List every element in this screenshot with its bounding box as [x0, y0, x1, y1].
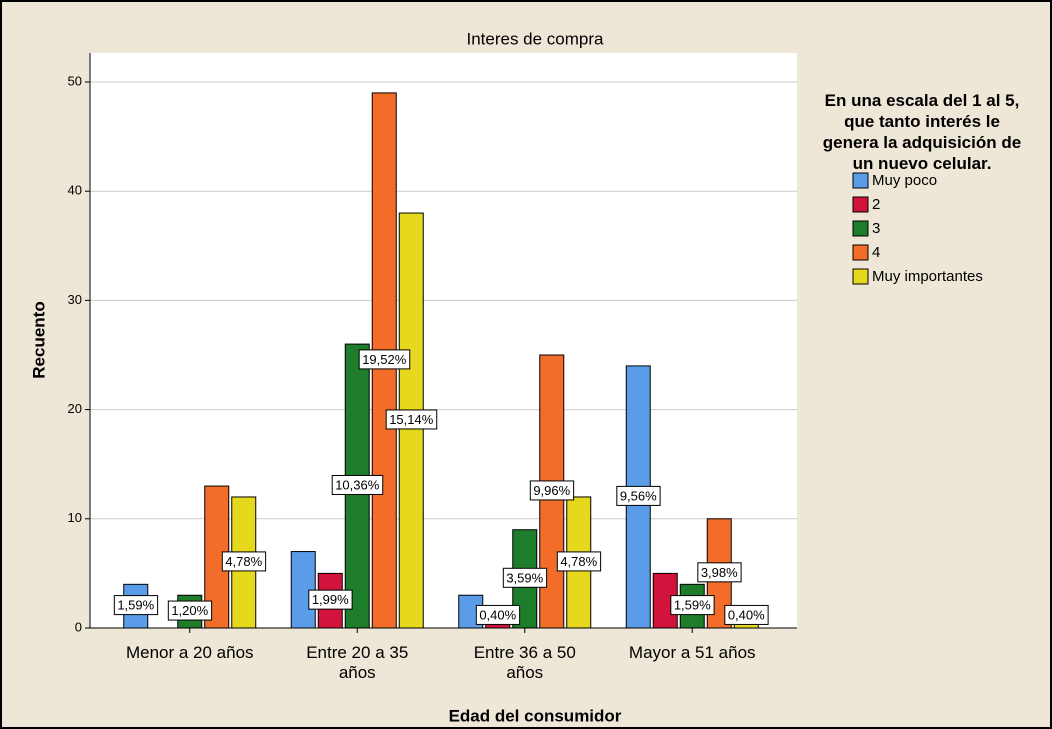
- data-label: 0,40%: [479, 607, 516, 622]
- legend-title: En una escala del 1 al 5, que tanto inter…: [823, 91, 1021, 173]
- data-label: 0,40%: [728, 607, 765, 622]
- y-tick-label: 40: [68, 183, 82, 198]
- data-label-box: [331, 474, 384, 495]
- x-axis-label: Edad del consumidor: [449, 706, 622, 725]
- legend-swatch: [852, 220, 869, 237]
- x-tick-label: Menor a 20 años: [126, 643, 254, 662]
- y-tick-label: 30: [68, 292, 82, 307]
- data-label: 3,98%: [701, 565, 738, 580]
- x-tick-label: Mayor a 51 años: [629, 643, 756, 662]
- data-label-box: [616, 485, 661, 506]
- legend-swatch: [852, 244, 869, 261]
- y-tick-label: 10: [68, 510, 82, 525]
- data-label: 19,52%: [362, 352, 407, 367]
- data-label-box: [385, 409, 438, 430]
- data-label-box: [358, 349, 411, 370]
- legend-label: Muy importantes: [872, 268, 983, 285]
- y-tick-label: 20: [68, 401, 82, 416]
- legend-label: Muy poco: [872, 172, 937, 189]
- data-label: 15,14%: [389, 412, 434, 427]
- data-label-box: [167, 600, 213, 621]
- data-label: 1,59%: [674, 598, 711, 613]
- y-axis-label: Recuento: [29, 301, 48, 378]
- legend-label: 2: [872, 196, 880, 213]
- data-label: 10,36%: [335, 477, 380, 492]
- data-label: 4,78%: [560, 554, 597, 569]
- data-label: 9,96%: [533, 483, 570, 498]
- data-label-box: [221, 551, 267, 572]
- data-label: 3,59%: [506, 570, 543, 585]
- data-label-box: [475, 604, 521, 625]
- data-label-box: [502, 567, 548, 588]
- data-label-box: [529, 480, 575, 501]
- data-label-box: [113, 595, 159, 616]
- plot-area: [90, 53, 797, 628]
- legend-swatch: [852, 196, 869, 213]
- data-label: 1,59%: [117, 598, 154, 613]
- legend-swatch: [852, 172, 869, 189]
- data-label-box: [556, 551, 602, 572]
- data-label-box: [670, 595, 715, 616]
- y-tick-label: 50: [68, 73, 82, 88]
- chart-title: Interes de compra: [466, 29, 604, 48]
- legend-swatch: [852, 268, 869, 285]
- data-label-box: [697, 562, 742, 583]
- x-tick-label: Entre 36 a 50 años: [474, 643, 576, 682]
- data-label: 4,78%: [225, 554, 262, 569]
- data-label-box: [724, 604, 769, 625]
- data-label: 1,20%: [171, 603, 208, 618]
- legend-label: 4: [872, 244, 880, 261]
- data-label: 1,99%: [312, 592, 349, 607]
- data-label-box: [308, 589, 353, 610]
- legend-label: 3: [872, 220, 880, 237]
- data-label: 9,56%: [620, 488, 657, 503]
- x-tick-label: Entre 20 a 35 años: [306, 643, 408, 682]
- y-tick-label: 0: [75, 619, 82, 634]
